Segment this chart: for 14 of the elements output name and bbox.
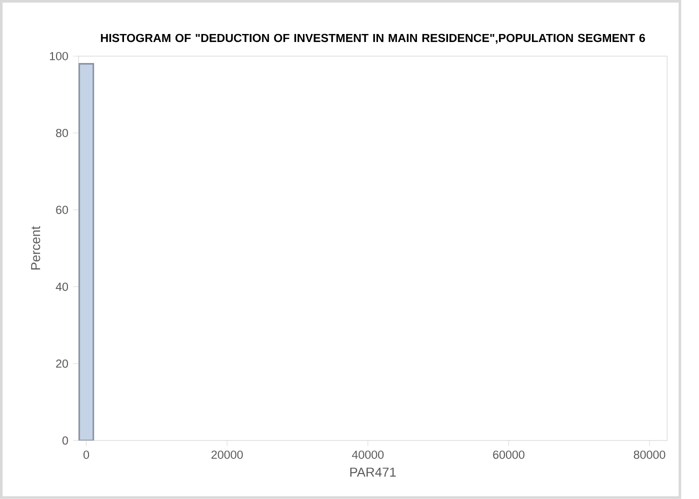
y-tick-label: 0 bbox=[62, 436, 68, 445]
x-tick-label: 0 bbox=[84, 450, 90, 459]
y-tick-label: 60 bbox=[56, 206, 68, 214]
chart-title: HISTOGRAM OF "DEDUCTION OF INVESTMENT IN MAIN RESIDENCE",POPULATION SEGMENT 6 bbox=[100, 34, 645, 44]
x-axis-title: PAR471 bbox=[350, 468, 396, 477]
y-tick-label: 40 bbox=[56, 282, 68, 291]
y-axis-title: Percent bbox=[31, 226, 40, 270]
x-tick-label: 20000 bbox=[212, 450, 243, 459]
y-tick-label: 80 bbox=[56, 128, 68, 138]
x-tick-label: 40000 bbox=[352, 450, 384, 459]
y-tick-label: 100 bbox=[50, 52, 68, 60]
x-tick-label: 80000 bbox=[634, 450, 666, 459]
x-tick-label: 60000 bbox=[493, 450, 524, 459]
y-tick-label: 20 bbox=[56, 360, 68, 368]
